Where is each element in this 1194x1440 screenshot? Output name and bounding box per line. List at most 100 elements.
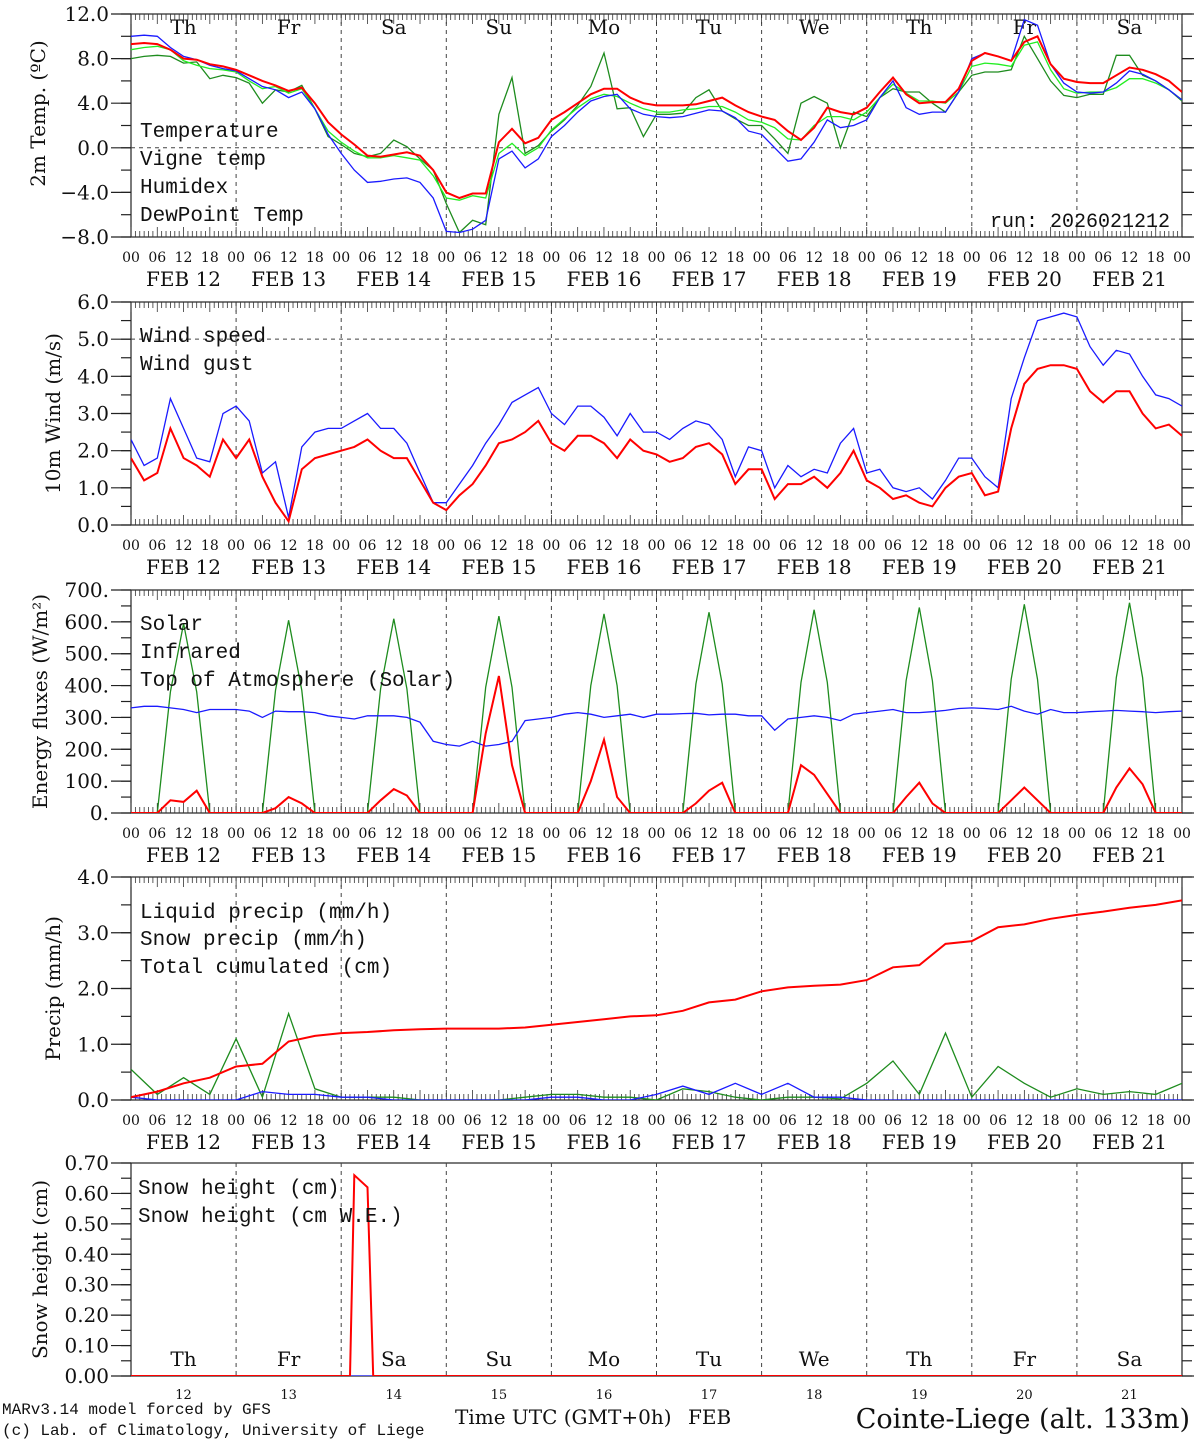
- panel-5: 0.70 0.60 0.50 0.40 0.30 0.20 0.10 0.00 Th Fr Sa Su…: [28, 1151, 1194, 1388]
- hour-label: 18: [937, 538, 955, 554]
- date-label: FEB 18: [777, 1130, 852, 1154]
- legend-entry: Total cumulated (cm): [140, 957, 392, 980]
- date-label: FEB 21: [1092, 555, 1167, 579]
- hour-label: 18: [937, 826, 955, 842]
- hour-label: 12: [700, 250, 718, 266]
- y-tick-label: 0.: [90, 801, 109, 825]
- hour-label: 00: [542, 826, 560, 842]
- hour-label: 00: [963, 826, 981, 842]
- hour-label: 12: [175, 538, 193, 554]
- y-tick-label: 100.: [64, 769, 109, 793]
- hour-label: 00: [753, 250, 771, 266]
- hour-label: 18: [621, 250, 639, 266]
- y-tick-label: 0.10: [64, 1334, 109, 1358]
- series-line-infrared: [131, 705, 1182, 747]
- hour-label: 00: [963, 1113, 981, 1129]
- hour-label: 06: [569, 250, 587, 266]
- hour-label: 00: [648, 826, 666, 842]
- day-number-label: 18: [806, 1388, 823, 1403]
- legend-entry: Snow height (cm): [138, 1178, 340, 1201]
- day-number-label: 14: [385, 1388, 402, 1403]
- panel-3: 700. 600. 500. 400. 300. 200. 100. 0. 00 06 12 18 00…: [28, 578, 1194, 867]
- y-axis-title: 10m Wind (m/s): [41, 333, 65, 494]
- hour-label: 00: [227, 538, 245, 554]
- hour-label: 18: [1147, 250, 1165, 266]
- hour-label: 06: [884, 1113, 902, 1129]
- hour-label: 06: [779, 1113, 797, 1129]
- series-line-temperature: [131, 35, 1182, 200]
- hour-label: 06: [674, 538, 692, 554]
- hour-label: 18: [1042, 250, 1060, 266]
- weekday-label: Fr: [277, 15, 301, 39]
- hour-label: 00: [1173, 1113, 1191, 1129]
- hour-label: 12: [1121, 826, 1139, 842]
- hour-label: 12: [280, 1113, 298, 1129]
- hour-label: 06: [253, 826, 271, 842]
- weekday-label: Mo: [588, 1347, 621, 1371]
- hour-label: 06: [1094, 538, 1112, 554]
- hour-label: 00: [648, 538, 666, 554]
- hour-label: 06: [464, 826, 482, 842]
- hour-label: 06: [884, 538, 902, 554]
- date-label: FEB 19: [882, 267, 957, 291]
- weekday-label: Su: [486, 15, 513, 39]
- y-tick-label: 4.0: [77, 865, 109, 889]
- legend-entry: Humidex: [140, 177, 228, 200]
- y-axis-title: Energy fluxes (W/m²): [28, 594, 52, 809]
- hour-label: 12: [1015, 538, 1033, 554]
- y-tick-label: 0.60: [64, 1181, 109, 1205]
- hour-label: 12: [490, 538, 508, 554]
- hour-label: 12: [910, 1113, 928, 1129]
- hour-label: 18: [621, 826, 639, 842]
- date-label: FEB 19: [882, 843, 957, 867]
- hour-label: 12: [385, 250, 403, 266]
- hour-label: 18: [832, 826, 850, 842]
- hour-label: 18: [201, 250, 219, 266]
- day-number-label: 15: [491, 1388, 508, 1403]
- hour-label: 18: [832, 250, 850, 266]
- hour-label: 06: [148, 826, 166, 842]
- date-label: FEB 17: [672, 267, 747, 291]
- weekday-label: Tu: [696, 1347, 722, 1371]
- date-label: FEB 17: [672, 1130, 747, 1154]
- weekday-label: Th: [906, 1347, 932, 1371]
- hour-label: 00: [332, 538, 350, 554]
- series-line-solar: [131, 675, 1182, 813]
- panel-2: 6.0 5.0 4.0 3.0 2.0 1.0 0.0 00 06 12 18 00 06 12 18 00 0…: [41, 290, 1194, 579]
- hour-label: 18: [516, 538, 534, 554]
- weekday-label: Th: [906, 15, 932, 39]
- y-tick-label: 0.50: [64, 1212, 109, 1236]
- legend-entry: Snow precip (mm/h): [140, 929, 367, 952]
- hour-label: 06: [674, 250, 692, 266]
- hour-label: 06: [989, 826, 1007, 842]
- hour-label: 12: [595, 826, 613, 842]
- hour-label: 06: [569, 538, 587, 554]
- date-label: FEB 13: [251, 555, 326, 579]
- hour-label: 06: [1094, 250, 1112, 266]
- y-tick-label: 500.: [64, 642, 109, 666]
- date-label: FEB 19: [882, 555, 957, 579]
- hour-label: 00: [1068, 1113, 1086, 1129]
- hour-label: 12: [910, 538, 928, 554]
- hour-label: 06: [674, 1113, 692, 1129]
- day-number-label: 16: [596, 1388, 613, 1403]
- hour-label: 00: [1173, 250, 1191, 266]
- station-title: Cointe-Liege (alt. 133m): [856, 1404, 1190, 1435]
- date-label: FEB 19: [882, 1130, 957, 1154]
- date-label: FEB 21: [1092, 1130, 1167, 1154]
- hour-label: 12: [805, 250, 823, 266]
- model-credit: MARv3.14 model forced by GFS: [2, 1401, 271, 1419]
- date-label: FEB 20: [987, 843, 1062, 867]
- hour-label: 06: [253, 538, 271, 554]
- date-label: FEB 12: [146, 1130, 221, 1154]
- hour-label: 06: [253, 250, 271, 266]
- date-label: FEB 12: [146, 267, 221, 291]
- hour-label: 06: [674, 826, 692, 842]
- y-tick-label: 4.0: [77, 91, 109, 115]
- weekday-label: Tu: [696, 15, 722, 39]
- hour-label: 18: [1042, 538, 1060, 554]
- hour-label: 00: [122, 250, 140, 266]
- date-label: FEB 20: [987, 555, 1062, 579]
- hour-label: 18: [832, 1113, 850, 1129]
